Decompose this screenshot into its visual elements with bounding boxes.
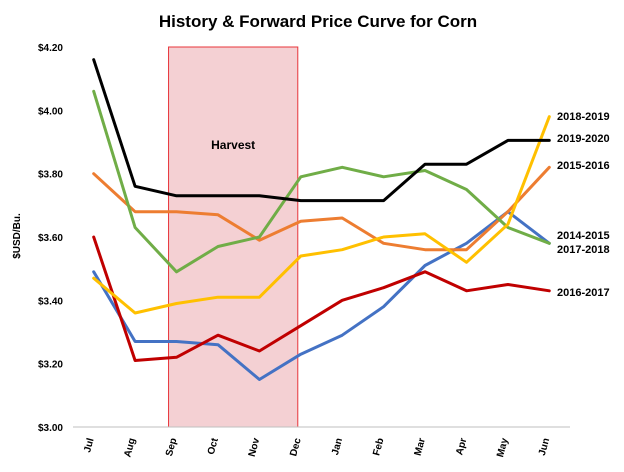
series-label-2015-2016: 2015-2016 — [557, 160, 610, 172]
x-tick-label: Nov — [247, 437, 263, 459]
y-tick-label: $4.00 — [38, 106, 63, 117]
chart-title: History & Forward Price Curve for Corn — [159, 12, 477, 31]
x-tick-label: Apr — [454, 437, 469, 457]
x-tick-label: Oct — [206, 436, 221, 456]
harvest-band: Harvest — [168, 46, 299, 428]
series-line-2018-2019 — [92, 115, 551, 315]
x-tick-label: Feb — [371, 437, 386, 457]
series-lines — [92, 58, 551, 381]
series-line-2015-2016 — [92, 165, 551, 252]
series-line-2017-2018 — [92, 89, 551, 274]
series-label-2016-2017: 2016-2017 — [557, 287, 610, 299]
y-tick-label: $3.20 — [38, 360, 63, 371]
x-tick-label: Jun — [537, 437, 552, 457]
series-label-2018-2019: 2018-2019 — [557, 111, 610, 123]
x-tick-label: Sep — [164, 437, 179, 458]
x-tick-label: Aug — [122, 437, 138, 459]
series-line-2016-2017 — [92, 235, 551, 362]
x-tick-label: Mar — [413, 437, 428, 457]
x-tick-label: Dec — [288, 437, 303, 458]
series-label-2017-2018: 2017-2018 — [557, 244, 610, 256]
series-line-2019-2020 — [92, 58, 551, 203]
series-label-2014-2015: 2014-2015 — [557, 230, 610, 242]
y-tick-label: $4.20 — [38, 43, 63, 54]
y-tick-label: $3.80 — [38, 170, 63, 181]
series-label-2019-2020: 2019-2020 — [557, 133, 610, 145]
series-labels: 2014-2015 2015-2016 2016-2017 2017-2018 2018… — [557, 111, 610, 299]
series-line-2014-2015 — [92, 210, 551, 381]
y-tick-label: $3.40 — [38, 296, 63, 307]
harvest-label: Harvest — [211, 138, 255, 152]
x-tick-label: May — [495, 437, 511, 459]
y-tick-label: $3.60 — [38, 233, 63, 244]
axes: $3.00 $3.20 $3.40 $3.60 $3.80 $4.00 $4.20 Jul Au… — [38, 43, 570, 459]
x-tick-label: Jan — [330, 437, 345, 456]
y-axis-label: $USD/Bu. — [12, 213, 23, 259]
y-tick-label: $3.00 — [38, 423, 63, 434]
harvest-rect — [168, 46, 299, 428]
x-tick-label: Jul — [82, 437, 96, 454]
